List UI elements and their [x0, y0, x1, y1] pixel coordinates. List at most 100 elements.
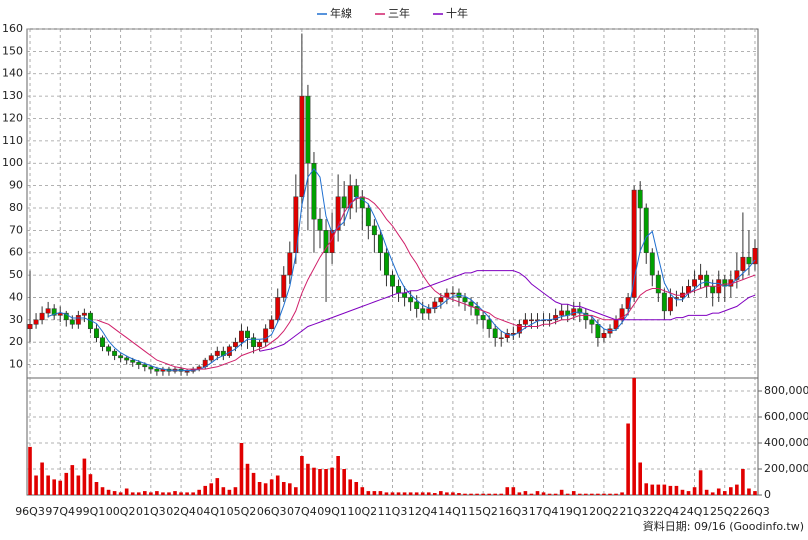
- candle-body: [498, 337, 504, 339]
- volume-bar: [517, 492, 522, 495]
- volume-bar: [360, 487, 365, 495]
- y-tick-label: 40: [9, 290, 23, 303]
- candle-body: [335, 196, 341, 231]
- candle-body: [734, 270, 740, 280]
- candle-body: [45, 308, 51, 314]
- x-tick-label: 96Q3: [15, 505, 45, 518]
- volume-bar: [426, 492, 431, 495]
- candle-body: [136, 362, 142, 365]
- candle-body: [94, 328, 99, 338]
- volume-bar: [70, 465, 75, 495]
- y2-tick-label: 200,000: [764, 462, 808, 475]
- volume-bar: [420, 492, 425, 495]
- y-tick-label: 100: [2, 156, 23, 169]
- volume-bar: [475, 493, 479, 495]
- candle-body: [51, 308, 57, 316]
- volume-bar: [46, 475, 50, 495]
- volume-bar: [445, 492, 449, 495]
- candle-body: [746, 256, 752, 265]
- volume-bar: [499, 493, 504, 495]
- volume-bar: [28, 446, 32, 495]
- volume-bar: [463, 493, 467, 495]
- volume-bar: [710, 492, 715, 495]
- volume-bar: [505, 487, 510, 495]
- candle-body: [245, 330, 250, 338]
- volume-bar: [324, 469, 328, 495]
- volume-bar: [390, 492, 395, 495]
- candle-body: [63, 312, 69, 321]
- candle-body: [39, 312, 45, 321]
- volume-bar: [487, 493, 491, 495]
- volume-bar: [602, 493, 606, 495]
- volume-bar: [626, 423, 630, 495]
- legend-label: 年線: [330, 6, 352, 20]
- candle-body: [402, 292, 408, 298]
- volume-bar: [118, 492, 123, 495]
- candle-body: [214, 350, 220, 356]
- volume-bar: [722, 491, 727, 495]
- candle-body: [27, 324, 33, 330]
- y2-tick-label: 0: [764, 488, 771, 501]
- candle-body: [311, 162, 317, 220]
- y-tick-label: 160: [2, 22, 23, 35]
- x-tick-label: 01Q3: [136, 505, 166, 518]
- volume-bar: [571, 491, 576, 495]
- volume-bar: [366, 491, 371, 495]
- candle-body: [704, 274, 710, 287]
- candle-body: [239, 330, 244, 343]
- volume-bar: [275, 475, 280, 495]
- candle-body: [577, 308, 583, 314]
- candle-body: [655, 274, 661, 294]
- volume-bar: [58, 480, 63, 495]
- volume-bar: [251, 472, 256, 495]
- volume-bar: [662, 484, 667, 495]
- candle-body: [118, 355, 124, 359]
- candle-body: [112, 350, 118, 356]
- candle-body: [474, 306, 480, 316]
- candle-body: [432, 301, 438, 309]
- candle-body: [529, 319, 534, 322]
- volume-bar: [348, 479, 353, 495]
- volume-bar: [729, 487, 733, 495]
- x-tick-label: 05Q2: [227, 505, 257, 518]
- candle-body: [595, 324, 601, 338]
- candle-body: [347, 185, 353, 209]
- candle-body: [232, 341, 238, 347]
- candle-body: [390, 274, 395, 287]
- candle-body: [275, 297, 281, 321]
- volume-bar: [130, 492, 135, 495]
- volume-bar: [281, 482, 286, 495]
- volume-bar: [692, 487, 697, 495]
- y-tick-label: 80: [9, 201, 23, 214]
- volume-bar: [590, 493, 594, 495]
- y-tick-label: 20: [9, 335, 23, 348]
- x-tick-label: 14Q1: [438, 505, 468, 518]
- volume-bar: [76, 475, 81, 495]
- candle-body: [269, 319, 275, 330]
- candle-body: [69, 319, 75, 325]
- x-tick-label: 25Q2: [710, 505, 740, 518]
- volume-bar: [342, 469, 346, 495]
- x-tick-label: 22Q4: [650, 505, 680, 518]
- candle-body: [251, 337, 256, 347]
- candle-body: [661, 292, 667, 312]
- volume-bar: [511, 487, 516, 495]
- candle-body: [516, 324, 522, 334]
- candle-body: [377, 234, 383, 253]
- volume-bar: [396, 492, 401, 495]
- candle-body: [698, 274, 704, 280]
- x-tick-label: 24Q1: [680, 505, 710, 518]
- candle-body: [33, 319, 39, 325]
- candle-body: [81, 312, 87, 316]
- candle-body: [396, 286, 401, 294]
- volume-bar: [402, 492, 407, 495]
- candle-body: [649, 252, 655, 276]
- volume-bar: [336, 456, 340, 495]
- volume-bar: [191, 492, 195, 495]
- candle-body: [667, 297, 673, 312]
- candle-body: [154, 368, 160, 372]
- y-tick-label: 30: [9, 313, 23, 326]
- y-tick-label: 110: [2, 134, 23, 147]
- x-tick-label: 15Q2: [468, 505, 498, 518]
